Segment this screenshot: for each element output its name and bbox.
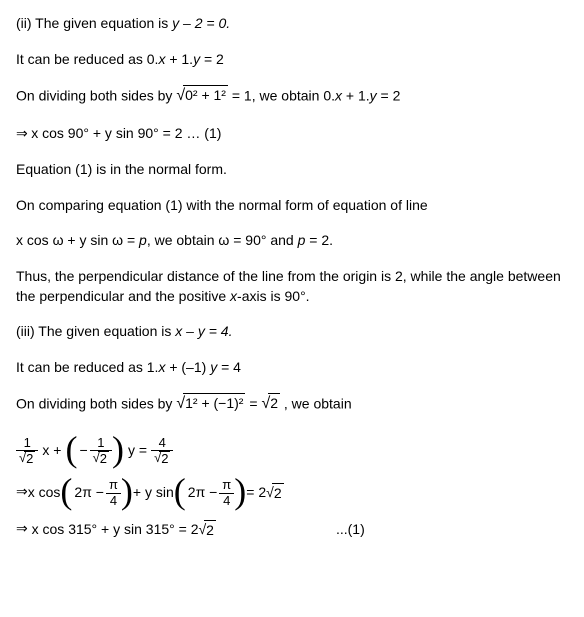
para-dividing-iii: On dividing both sides by √1² + (−1)² = … <box>16 393 568 415</box>
den: √2 <box>16 450 38 466</box>
den: 4 <box>106 493 121 508</box>
arg1: 2π − <box>74 483 104 503</box>
sqrt-body: 0² + 1² <box>183 85 228 106</box>
sqrt2: √2 <box>198 520 215 541</box>
eq: x cos 90° + y sin 90° = 2 … (1) <box>31 125 221 141</box>
t4: = 2 <box>377 88 401 104</box>
arrow-icon: ⇒ <box>16 520 28 540</box>
num: π <box>219 478 234 492</box>
den: √2 <box>151 450 173 466</box>
den: 4 <box>219 493 234 508</box>
eq-row-3: ⇒ x cos 315° + y sin 315° = 2 √2 ...(1) <box>16 520 568 541</box>
t1: It can be reduced as 0. <box>16 51 158 67</box>
arrow-icon: ⇒ <box>16 483 28 503</box>
t1: On dividing both sides by <box>16 396 176 412</box>
den-sqrt: 2 <box>98 451 109 466</box>
t3: = 4 <box>217 359 241 375</box>
t1: (iii) The given equation is <box>16 323 175 339</box>
eq-text: x cos 315° + y sin 315° = 2 <box>32 520 199 540</box>
num: 1 <box>90 436 112 450</box>
para-dividing-ii: On dividing both sides by √0² + 1² = 1, … <box>16 85 568 107</box>
xcos: x cos <box>28 483 61 503</box>
t1: On dividing both sides by <box>16 88 176 104</box>
para-conclusion-ii: Thus, the perpendicular distance of the … <box>16 267 568 306</box>
x-plus: x + <box>42 441 61 461</box>
sqrt-body: 2 <box>272 483 284 504</box>
frac-neg: 1 √2 <box>90 436 112 467</box>
sqrt-body: 2 <box>204 520 216 541</box>
den: √2 <box>90 450 112 466</box>
t1: It can be reduced as 1. <box>16 359 158 375</box>
num: 1 <box>16 436 38 450</box>
para-normal-form-ii: ⇒ x cos 90° + y sin 90° = 2 … (1) <box>16 124 568 145</box>
sqrt2: √2 <box>266 483 283 504</box>
sqrt2: √2 <box>261 393 280 415</box>
t1: x cos ω + y sin ω = <box>16 232 139 248</box>
sqrt2-body: 2 <box>268 393 280 414</box>
y: y <box>370 88 377 104</box>
para-normal-compare: x cos ω + y sin ω = p, we obtain ω = 90°… <box>16 231 568 251</box>
x: x <box>230 288 237 304</box>
den-sqrt: 2 <box>24 451 35 466</box>
para-comparing: On comparing equation (1) with the norma… <box>16 196 568 216</box>
eq: x – y = 4. <box>175 323 232 339</box>
sqrt-body: 1² + (−1)² <box>183 393 245 414</box>
t2: + (–1) <box>165 359 210 375</box>
num: 4 <box>151 436 173 450</box>
den-sqrt: 2 <box>159 451 170 466</box>
para-eq1-normal: Equation (1) is in the normal form. <box>16 160 568 180</box>
p: p <box>139 232 147 248</box>
sqrt1: √1² + (−1)² <box>176 393 245 415</box>
arg2: 2π − <box>188 483 218 503</box>
sqrt: √0² + 1² <box>176 85 228 107</box>
para-reduced-iii: It can be reduced as 1.x + (–1) y = 4 <box>16 358 568 378</box>
t3: + 1. <box>342 88 370 104</box>
frac-pi4: π 4 <box>106 478 121 508</box>
ysin: + y sin <box>133 483 174 503</box>
y-eq: y = <box>128 441 147 461</box>
num: π <box>106 478 121 492</box>
eq: = <box>245 396 261 412</box>
t2: + 1. <box>165 51 193 67</box>
t3: = 2. <box>305 232 333 248</box>
equation-block: 1 √2 x + ( − 1 √2 ) y = 4 √2 ⇒ x cos ( 2… <box>16 436 568 541</box>
t2: , we obtain ω = 90° and <box>147 232 298 248</box>
para-reduced-ii: It can be reduced as 0.x + 1.y = 2 <box>16 50 568 70</box>
t3: = 2 <box>200 51 224 67</box>
x: x <box>335 88 342 104</box>
t2: , we obtain 0. <box>252 88 335 104</box>
eq-label: ...(1) <box>336 520 365 540</box>
frac-rhs: 4 √2 <box>151 436 173 467</box>
arrow-icon: ⇒ <box>16 127 31 142</box>
frac-1: 1 √2 <box>16 436 38 467</box>
text: (ii) The given equation is <box>16 15 172 31</box>
eq-row-1: 1 √2 x + ( − 1 √2 ) y = 4 √2 <box>16 436 568 467</box>
para-ii-given: (ii) The given equation is y – 2 = 0. <box>16 14 568 34</box>
eq-row-2: ⇒ x cos ( 2π − π 4 ) + y sin ( 2π − π 4 … <box>16 478 568 508</box>
t2: -axis is 90°. <box>237 288 310 304</box>
frac-pi4-2: π 4 <box>219 478 234 508</box>
para-iii-given: (iii) The given equation is x – y = 4. <box>16 322 568 342</box>
equation: y – 2 = 0. <box>172 15 230 31</box>
eq: = 2 <box>246 483 266 503</box>
eq1: = 1 <box>228 88 252 104</box>
t2: , we obtain <box>280 396 352 412</box>
